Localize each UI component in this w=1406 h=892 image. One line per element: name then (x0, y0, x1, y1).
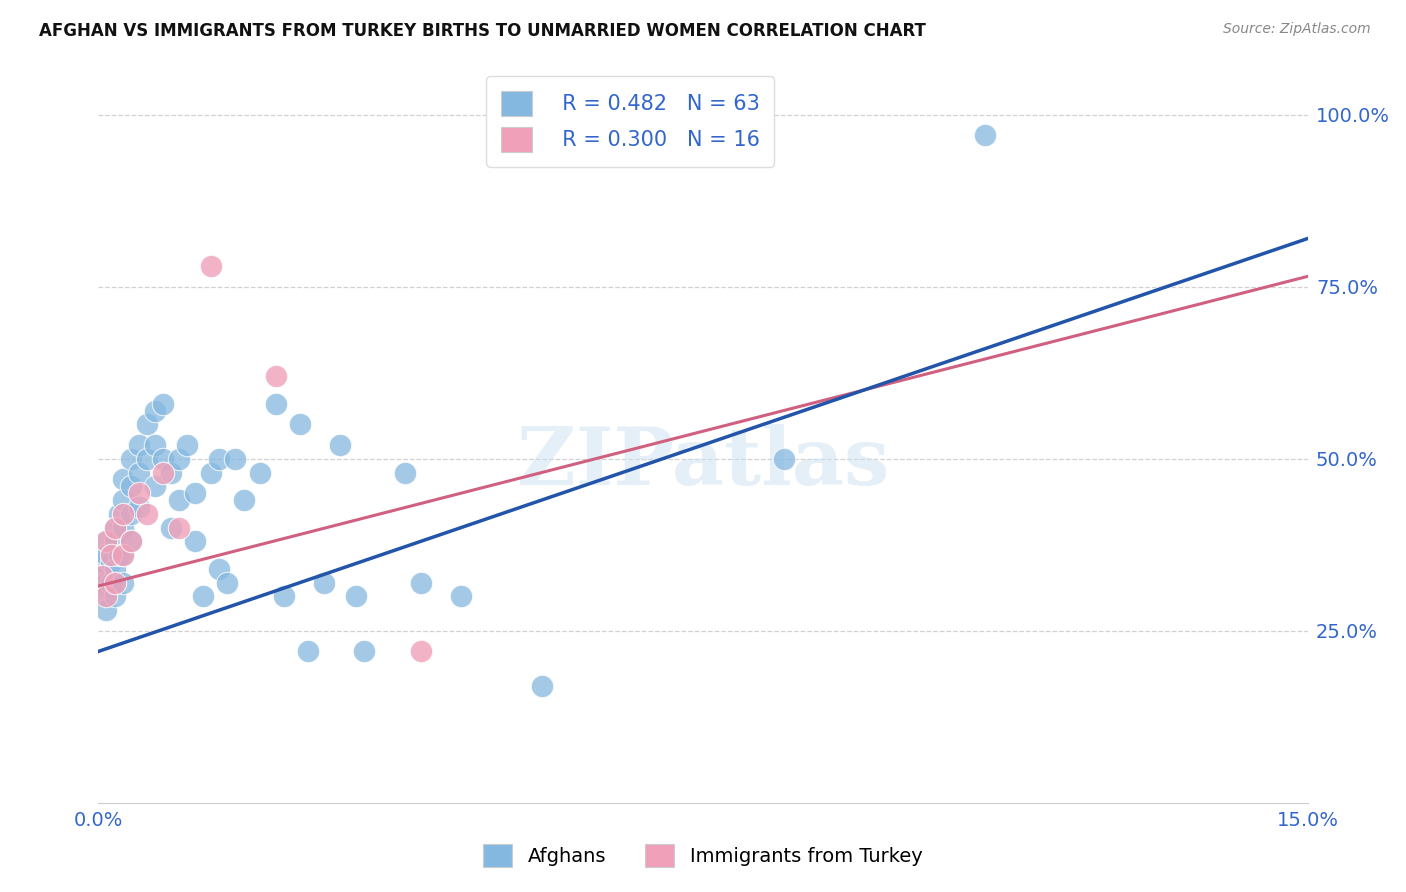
Point (111, 507, 134, 521)
Point (249, 466, 271, 480)
Point (100, 548, 122, 562)
Point (208, 562, 231, 576)
Point (160, 520, 183, 534)
Text: Source: ZipAtlas.com: Source: ZipAtlas.com (1223, 22, 1371, 37)
Point (103, 520, 125, 534)
Point (111, 575, 134, 590)
Point (329, 438, 352, 452)
Point (450, 590, 472, 604)
Point (143, 479, 166, 493)
Point (273, 590, 295, 604)
Point (103, 534, 125, 549)
Point (107, 507, 129, 521)
Point (111, 548, 134, 562)
Point (103, 575, 125, 590)
Point (409, 575, 432, 590)
Point (128, 438, 150, 452)
Point (152, 466, 174, 480)
Point (96, 575, 118, 590)
Point (143, 403, 166, 417)
Point (152, 451, 174, 466)
Text: AFGHAN VS IMMIGRANTS FROM TURKEY BIRTHS TO UNMARRIED WOMEN CORRELATION CHART: AFGHAN VS IMMIGRANTS FROM TURKEY BIRTHS … (39, 22, 927, 40)
Point (409, 644, 432, 658)
Text: ZIPatlas: ZIPatlas (517, 425, 889, 502)
Point (314, 575, 336, 590)
Point (264, 369, 287, 384)
Point (96, 590, 118, 604)
Point (128, 486, 150, 500)
Point (232, 493, 254, 508)
Point (217, 575, 239, 590)
Point (167, 520, 190, 534)
Point (96, 590, 118, 604)
Point (974, 128, 997, 143)
Point (91, 568, 114, 582)
Point (167, 451, 190, 466)
Point (120, 451, 142, 466)
Point (100, 555, 122, 569)
Point (344, 590, 367, 604)
Legend: Afghans, Immigrants from Turkey: Afghans, Immigrants from Turkey (475, 836, 931, 875)
Point (135, 417, 157, 432)
Point (107, 548, 129, 562)
Point (103, 562, 125, 576)
Point (208, 451, 231, 466)
Point (353, 644, 375, 658)
Point (91, 568, 114, 582)
Point (96, 603, 118, 617)
Point (184, 486, 207, 500)
Point (200, 259, 222, 273)
Point (96, 548, 118, 562)
Point (111, 520, 134, 534)
Point (772, 451, 794, 466)
Point (96, 534, 118, 549)
Point (111, 548, 134, 562)
Point (135, 507, 157, 521)
Point (128, 500, 150, 514)
Point (184, 534, 207, 549)
Point (193, 590, 215, 604)
Point (143, 438, 166, 452)
Point (111, 472, 134, 486)
Point (224, 451, 246, 466)
Point (394, 466, 416, 480)
Point (91, 555, 114, 569)
Point (128, 466, 150, 480)
Point (176, 438, 198, 452)
Point (120, 507, 142, 521)
Point (167, 493, 190, 508)
Point (111, 493, 134, 508)
Point (160, 466, 183, 480)
Point (100, 575, 122, 590)
Point (297, 644, 319, 658)
Point (103, 590, 125, 604)
Point (200, 466, 222, 480)
Point (96, 534, 118, 549)
Point (120, 534, 142, 549)
Point (103, 520, 125, 534)
Point (120, 534, 142, 549)
Point (152, 397, 174, 411)
Point (530, 679, 553, 693)
Point (135, 451, 157, 466)
Legend:   R = 0.482   N = 63,   R = 0.300   N = 16: R = 0.482 N = 63, R = 0.300 N = 16 (486, 76, 775, 167)
Point (120, 479, 142, 493)
Point (264, 397, 287, 411)
Point (288, 417, 311, 432)
